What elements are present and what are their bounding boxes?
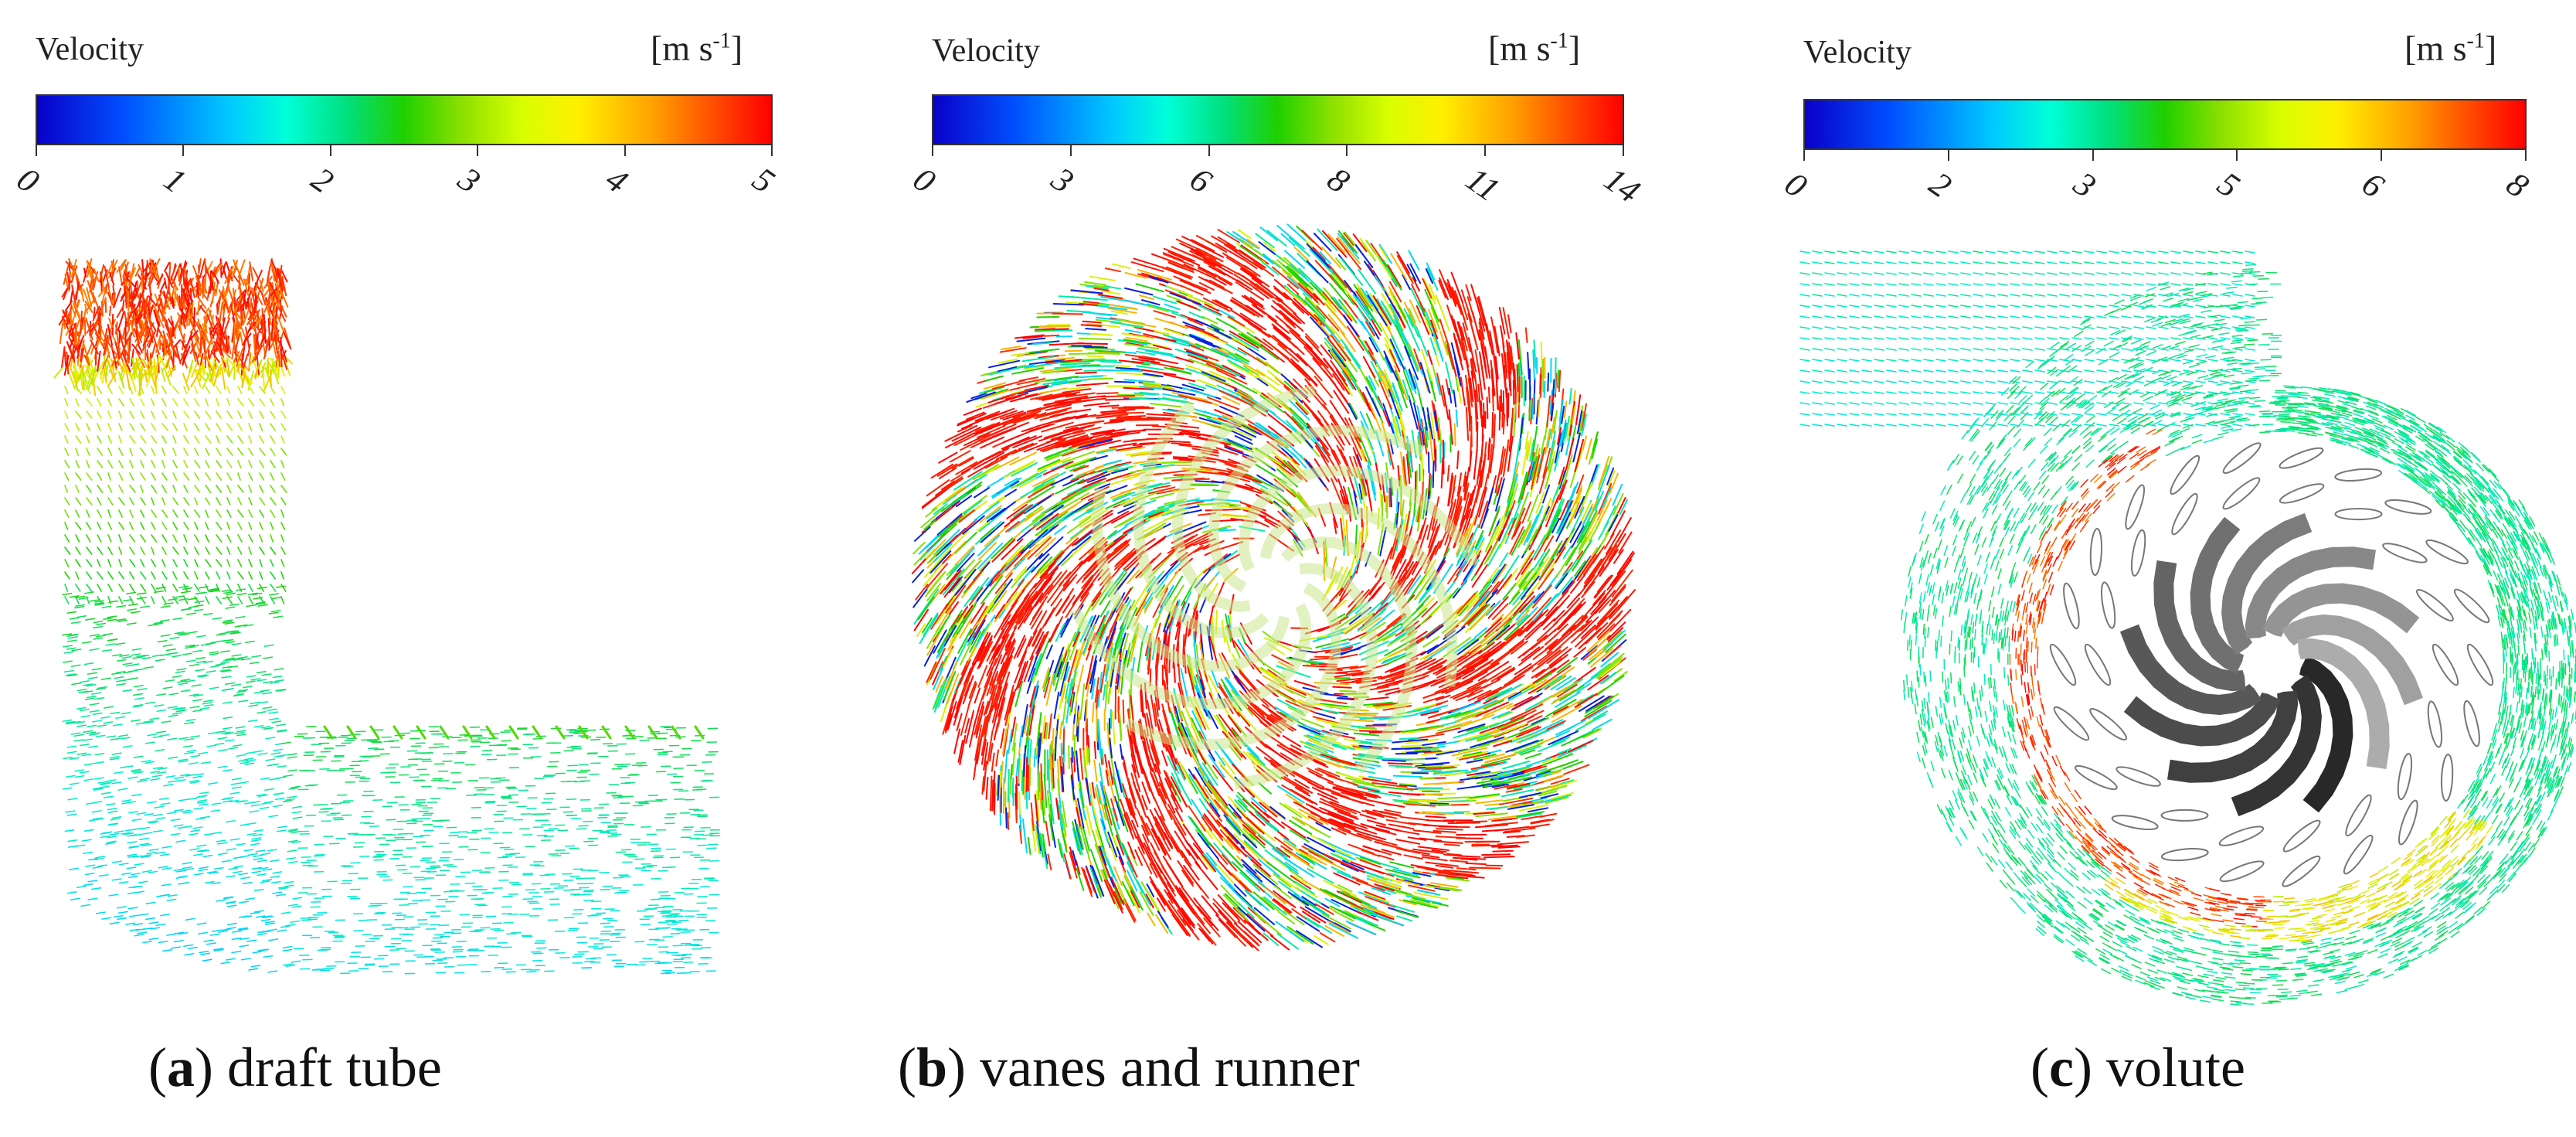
- colorbar-gradient: [932, 94, 1624, 145]
- caption-text: draft tube: [212, 1037, 442, 1098]
- unit-exp: -1: [2466, 29, 2485, 53]
- colorbar-tick-mark: [1484, 145, 1487, 156]
- caption-c: (c) volute: [2031, 1036, 2245, 1100]
- runner-velocity-vectors: [911, 223, 1636, 951]
- colorbar-unit: [m s-1]: [2404, 28, 2496, 69]
- colorbar-unit: [m s-1]: [1488, 28, 1580, 69]
- volute-velocity-vectors: [1799, 250, 2576, 1006]
- colorbar-title: Velocity: [36, 32, 144, 67]
- unit-exp: -1: [712, 29, 731, 53]
- colorbar-tick-mark: [932, 145, 933, 156]
- colorbar-tick-mark: [36, 145, 37, 156]
- colorbar-gradient: [36, 94, 773, 145]
- caption-open: (: [898, 1037, 916, 1098]
- colorbar-gradient: [1803, 99, 2527, 150]
- colorbar-tick-mark: [1947, 150, 1949, 161]
- colorbar-tick-mark: [1208, 145, 1210, 156]
- caption-open: (: [2031, 1037, 2049, 1098]
- caption-close: ): [194, 1037, 213, 1098]
- unit-base: [m s: [1488, 29, 1551, 68]
- colorbar-tick-mark: [2092, 150, 2094, 161]
- caption-a: (a) draft tube: [148, 1036, 442, 1100]
- unit-base: [m s: [2404, 29, 2467, 68]
- colorbar-title: Velocity: [1803, 35, 1912, 70]
- colorbar-tick-mark: [624, 145, 626, 156]
- unit-close: ]: [1568, 29, 1581, 68]
- unit-close: ]: [730, 29, 743, 68]
- colorbar-tick-mark: [771, 145, 773, 156]
- colorbar-tick-mark: [2381, 150, 2383, 161]
- colorbar-tick-mark: [1803, 150, 1805, 161]
- colorbar-unit: [m s-1]: [651, 28, 743, 69]
- caption-letter: a: [166, 1037, 195, 1098]
- colorbar-tick-mark: [2236, 150, 2238, 161]
- caption-text: volute: [2092, 1037, 2245, 1098]
- colorbar-tick-mark: [1346, 145, 1348, 156]
- colorbar-tick-mark: [329, 145, 331, 156]
- caption-open: (: [148, 1037, 167, 1098]
- draft-tube-velocity-vectors: [53, 258, 721, 975]
- colorbar-tick-mark: [2525, 150, 2527, 161]
- caption-b: (b) vanes and runner: [898, 1036, 1360, 1100]
- unit-base: [m s: [651, 29, 713, 68]
- colorbar-tick-mark: [1069, 145, 1072, 156]
- caption-text: vanes and runner: [966, 1037, 1360, 1098]
- unit-exp: -1: [1550, 29, 1568, 53]
- colorbar-tick-mark: [477, 145, 479, 156]
- caption-letter: b: [916, 1037, 948, 1098]
- unit-close: ]: [2484, 29, 2497, 68]
- caption-close: ): [2073, 1037, 2092, 1098]
- colorbar-title: Velocity: [932, 33, 1040, 69]
- caption-close: ): [947, 1037, 967, 1098]
- colorbar-tick-mark: [1623, 145, 1624, 156]
- colorbar-tick-mark: [182, 145, 185, 156]
- caption-letter: c: [2048, 1037, 2074, 1098]
